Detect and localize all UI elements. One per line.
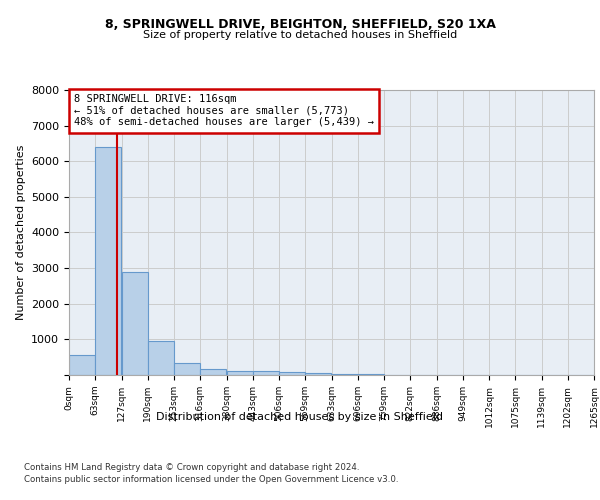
Text: 8, SPRINGWELL DRIVE, BEIGHTON, SHEFFIELD, S20 1XA: 8, SPRINGWELL DRIVE, BEIGHTON, SHEFFIELD… (104, 18, 496, 30)
Bar (227, 370, 253, 375)
Bar (305, 374, 331, 375)
Bar (174, 362, 200, 375)
Bar (253, 372, 279, 375)
Bar (95, 147, 121, 375)
Bar (358, 374, 384, 375)
Bar (148, 341, 174, 375)
Bar (122, 272, 148, 375)
Text: 8 SPRINGWELL DRIVE: 116sqm
← 51% of detached houses are smaller (5,773)
48% of s: 8 SPRINGWELL DRIVE: 116sqm ← 51% of deta… (74, 94, 374, 128)
Bar (200, 369, 226, 375)
Text: Contains public sector information licensed under the Open Government Licence v3: Contains public sector information licen… (24, 475, 398, 484)
Text: Size of property relative to detached houses in Sheffield: Size of property relative to detached ho… (143, 30, 457, 40)
Y-axis label: Number of detached properties: Number of detached properties (16, 145, 26, 320)
Bar (69, 356, 95, 375)
Text: Contains HM Land Registry data © Crown copyright and database right 2024.: Contains HM Land Registry data © Crown c… (24, 462, 359, 471)
Bar (332, 374, 358, 375)
Text: Distribution of detached houses by size in Sheffield: Distribution of detached houses by size … (157, 412, 443, 422)
Bar (279, 372, 305, 375)
